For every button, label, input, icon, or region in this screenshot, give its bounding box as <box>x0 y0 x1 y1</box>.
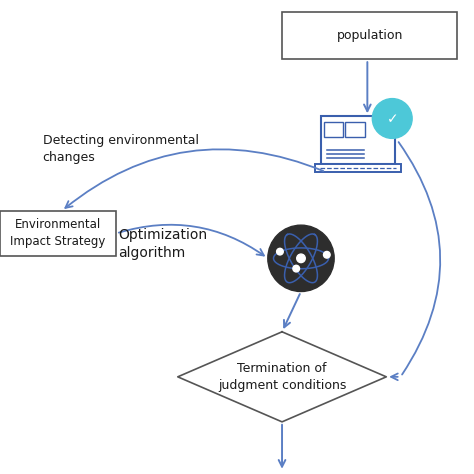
FancyBboxPatch shape <box>323 122 343 137</box>
Text: Termination of
judgment conditions: Termination of judgment conditions <box>218 362 346 392</box>
Text: Environmental
Impact Strategy: Environmental Impact Strategy <box>10 219 106 248</box>
Circle shape <box>277 248 283 255</box>
Text: Detecting environmental
changes: Detecting environmental changes <box>43 134 199 164</box>
Circle shape <box>324 251 330 258</box>
FancyBboxPatch shape <box>282 12 457 59</box>
Polygon shape <box>178 332 386 422</box>
FancyBboxPatch shape <box>0 211 116 256</box>
FancyBboxPatch shape <box>345 122 365 137</box>
Circle shape <box>297 254 305 263</box>
FancyBboxPatch shape <box>321 116 394 164</box>
Circle shape <box>373 99 412 138</box>
FancyBboxPatch shape <box>315 164 401 172</box>
Circle shape <box>293 265 300 272</box>
Text: population: population <box>337 29 403 42</box>
Circle shape <box>268 225 334 292</box>
Text: Optimization
algorithm: Optimization algorithm <box>118 228 208 260</box>
Text: ✓: ✓ <box>386 112 398 127</box>
